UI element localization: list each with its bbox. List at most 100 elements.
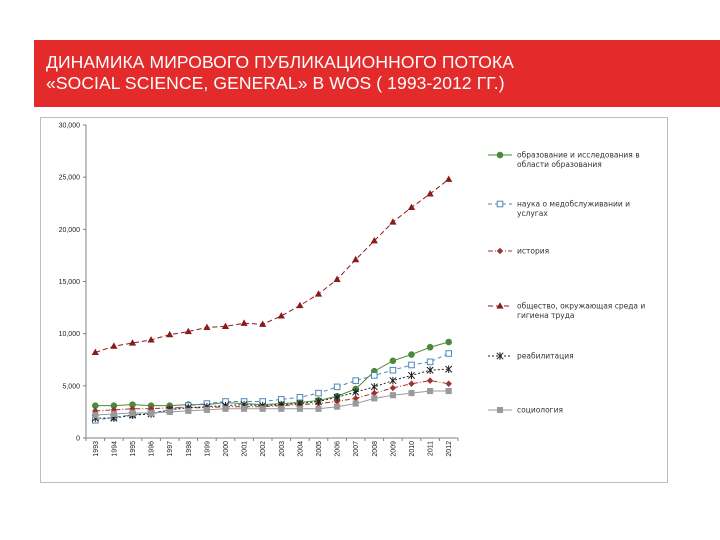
series-2-point (389, 366, 397, 374)
line-chart: 0 5,000 10,000 15,000 20,000 25,000 30,000 1993… (59, 123, 646, 457)
legend-marker-3 (496, 247, 504, 255)
series-4-point (352, 255, 360, 263)
series-6-point (110, 410, 117, 418)
series-2-point (352, 377, 359, 384)
x-tick-label: 2000 (223, 441, 230, 457)
y-tick-label: 20,000 (59, 227, 81, 234)
x-tick-label: 1997 (167, 441, 174, 457)
series-6-point (427, 388, 434, 395)
x-tick-label: 1998 (186, 441, 193, 457)
series-4-point (240, 319, 248, 326)
series-3-point (333, 398, 341, 405)
x-tick-label: 2003 (279, 441, 286, 457)
legend-label-2: услугах (517, 209, 548, 218)
title-line-1: ДИНАМИКА МИРОВОГО ПУБЛИКАЦИОННОГО ПОТОКА (46, 52, 515, 72)
series-3-point (408, 380, 415, 387)
series-4-point (333, 275, 341, 283)
series-6-point (148, 409, 155, 417)
series-4-point (426, 190, 434, 197)
legend-marker-4 (496, 302, 504, 309)
series-4-point (147, 336, 155, 343)
series-2-point (315, 389, 322, 397)
legend-marker-1 (496, 151, 504, 159)
series-4-point (166, 330, 174, 338)
legend-label-4: общество, окружающая среда и (517, 302, 645, 311)
series-2-point (408, 361, 415, 369)
series-3-point (352, 395, 359, 402)
legend-label-5: реабилитация (517, 352, 574, 361)
legend-label-1: образование и исследования в (517, 151, 640, 160)
series-4-point (370, 237, 378, 244)
x-tick-label: 2010 (409, 441, 416, 457)
x-tick-label: 2001 (242, 441, 249, 457)
x-tick-label: 2002 (260, 441, 267, 457)
series-5-point (445, 365, 453, 373)
legend-marker-2 (496, 200, 504, 208)
series-5-point (370, 383, 378, 391)
series-1-point (426, 343, 434, 351)
series-1-point (445, 338, 453, 346)
series-3-point (371, 389, 378, 397)
series-5-point (389, 376, 397, 385)
series-6-point (185, 407, 192, 414)
series-6-point (129, 409, 136, 417)
x-tick-label: 1994 (111, 441, 118, 457)
series-line-6 (95, 390, 449, 416)
x-tick-label: 2012 (446, 441, 453, 457)
series-4-point (389, 218, 397, 225)
series-4-point (91, 348, 99, 356)
series-6-point (92, 411, 99, 419)
series-2-point (333, 383, 341, 391)
series-4-point (184, 327, 192, 335)
x-tick-label: 1993 (93, 441, 100, 457)
series-6-point (203, 406, 210, 413)
legend-label-6: социология (517, 406, 563, 415)
x-tick-label: 2011 (428, 441, 435, 456)
series-6-point (296, 405, 303, 412)
series-3-point (92, 407, 99, 415)
series-2-point (445, 350, 452, 357)
x-tick-label: 2005 (316, 441, 323, 457)
x-tick-label: 2007 (353, 441, 360, 457)
series-6-point (445, 388, 452, 395)
chart-frame: 0 5,000 10,000 15,000 20,000 25,000 30,000 1993… (40, 117, 668, 483)
series-1-point (408, 351, 415, 358)
y-tick-label: 15,000 (59, 279, 81, 286)
series-6-point (278, 405, 285, 412)
series-3-point (445, 380, 452, 387)
x-tick-label: 2004 (297, 441, 304, 457)
series-4-point (296, 301, 304, 309)
series-4-point (314, 290, 323, 297)
title-banner: ДИНАМИКА МИРОВОГО ПУБЛИКАЦИОННОГО ПОТОКА… (34, 40, 720, 107)
y-tick-label: 0 (76, 436, 80, 443)
series-2-point (371, 372, 378, 379)
series-4-point (203, 323, 211, 331)
series-4-point (407, 203, 416, 211)
series-5-point (352, 388, 360, 396)
series-4-point (259, 320, 267, 327)
x-tick-label: 1996 (149, 441, 156, 457)
series-3-point (389, 384, 397, 392)
series-5-point (333, 393, 341, 402)
x-tick-label: 1999 (204, 441, 211, 457)
legend-label-2: наука о медобслуживании и (517, 200, 630, 209)
series-4-point (110, 342, 118, 349)
legend-label-4: гигиена труда (517, 311, 574, 320)
x-tick-label: 2008 (372, 441, 379, 457)
series-3-point (426, 377, 434, 384)
legend-label-3: история (517, 247, 549, 256)
x-tick-label: 2006 (335, 441, 342, 457)
x-tick-label: 1995 (130, 441, 137, 457)
series-line-5 (95, 368, 449, 419)
series-6-point (315, 405, 322, 412)
series-6-point (408, 390, 415, 397)
series-6-point (166, 408, 173, 415)
series-6-point (389, 392, 396, 399)
x-tick-label: 2009 (390, 441, 397, 457)
series-4-point (128, 339, 137, 346)
series-1-point (92, 402, 99, 409)
series-5-point (407, 371, 416, 380)
y-tick-label: 10,000 (59, 331, 81, 338)
title-line-2: «SOCIAL SCIENCE, GENERAL» В WOS ( 1993-2… (46, 73, 505, 93)
series-6-point (259, 405, 266, 412)
